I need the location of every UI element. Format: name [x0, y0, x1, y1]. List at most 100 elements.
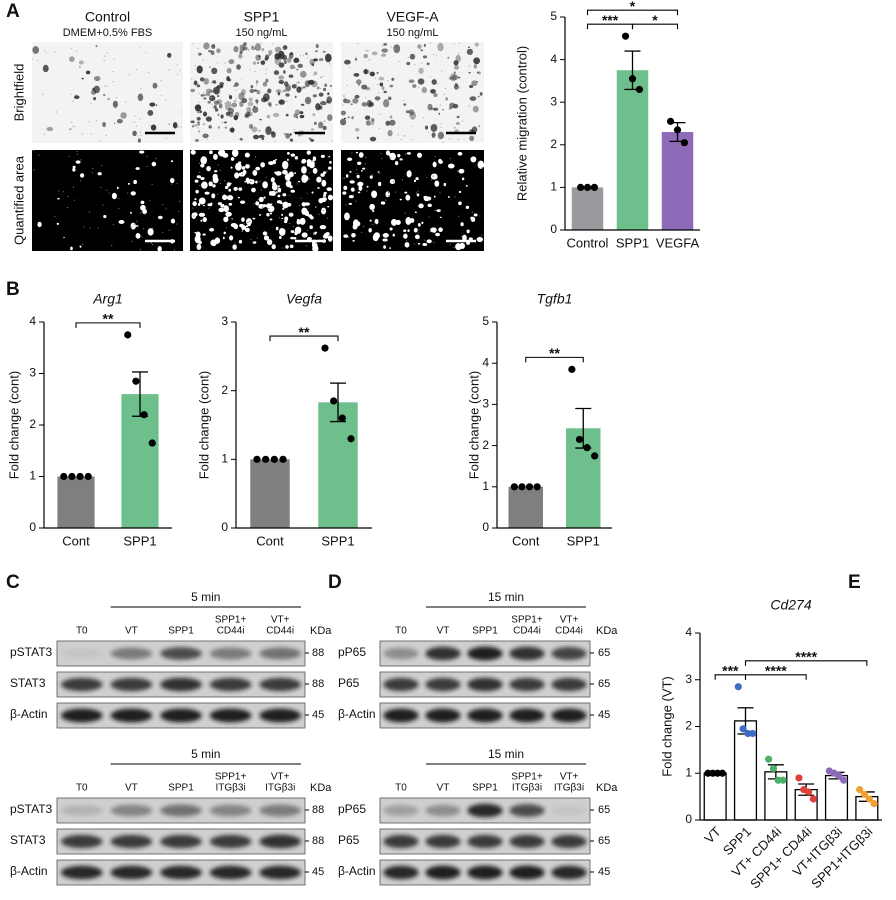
speck: [136, 220, 138, 222]
cell: [354, 58, 358, 61]
speck: [97, 75, 99, 77]
data-point: [60, 472, 68, 481]
cell: [254, 43, 261, 52]
cell: [427, 203, 432, 208]
cell: [477, 95, 480, 98]
speck: [302, 54, 305, 56]
lane-label: SPP1+: [215, 772, 247, 783]
cell: [208, 125, 212, 129]
cell: [263, 196, 266, 199]
lane-label: CD44i: [555, 626, 583, 637]
x-tick-label: SPP1: [123, 533, 156, 548]
speck: [54, 215, 56, 218]
speck: [341, 177, 344, 179]
speck: [193, 215, 195, 217]
cell: [299, 111, 304, 115]
protein-label: STAT3: [10, 676, 46, 690]
cell: [366, 185, 369, 188]
cell: [198, 212, 206, 217]
band: [209, 865, 252, 880]
cell: [308, 137, 312, 140]
cell: [323, 171, 327, 175]
speck: [434, 209, 436, 212]
speck: [179, 69, 181, 72]
cell: [381, 48, 389, 53]
speck: [315, 242, 317, 244]
row-label: Quantified area: [11, 155, 26, 245]
speck: [403, 99, 405, 102]
cell: [214, 108, 219, 112]
speck: [141, 236, 143, 238]
cell: [422, 242, 428, 247]
cell: [456, 115, 460, 119]
band: [160, 865, 202, 880]
speck: [217, 193, 219, 195]
cell: [251, 45, 254, 48]
cell: [285, 133, 291, 139]
speck: [257, 198, 259, 200]
y-tick-label: 3: [685, 672, 692, 686]
y-axis-label: Fold change (cont): [196, 371, 211, 479]
data-point: [148, 439, 156, 447]
cell: [225, 211, 232, 217]
cell: [208, 65, 212, 69]
protein-label: pP65: [338, 802, 366, 816]
cell: [455, 121, 460, 126]
speck: [411, 125, 413, 127]
cell: [218, 207, 225, 213]
cell: [299, 70, 307, 78]
cell: [241, 98, 248, 104]
y-tick-label: 0: [482, 520, 489, 534]
speck: [249, 69, 251, 71]
band: [160, 677, 202, 692]
speck: [216, 62, 219, 64]
y-tick-label: 5: [482, 314, 489, 328]
cell: [450, 73, 457, 82]
y-axis-label: Fold change (cont): [466, 371, 481, 479]
speck: [151, 227, 154, 229]
cell: [351, 116, 354, 120]
cell: [120, 112, 127, 119]
speck: [140, 134, 142, 137]
speck: [293, 129, 295, 131]
speck: [133, 223, 135, 225]
speck: [43, 50, 46, 52]
speck: [102, 204, 104, 206]
speck: [387, 195, 390, 197]
speck: [457, 138, 459, 141]
significance-bracket: [631, 23, 679, 30]
data-point: [533, 483, 541, 491]
speck: [458, 53, 460, 55]
cell: [318, 92, 324, 97]
cell: [473, 64, 478, 69]
cell: [408, 79, 415, 84]
cell: [327, 206, 330, 208]
cell: [458, 168, 465, 174]
cell: [72, 167, 76, 172]
cell: [70, 246, 73, 251]
speck: [151, 183, 153, 186]
speck: [390, 157, 392, 159]
cell: [381, 53, 387, 57]
cell: [297, 134, 301, 137]
cell: [453, 84, 459, 90]
speck: [131, 240, 133, 242]
cell: [200, 163, 205, 168]
cell: [217, 126, 220, 129]
cell: [420, 49, 424, 52]
cell: [224, 126, 228, 129]
cell: [453, 71, 456, 74]
speck: [366, 190, 368, 192]
cell: [389, 115, 393, 119]
cell: [313, 59, 316, 62]
cell: [46, 126, 54, 132]
speck: [356, 168, 358, 171]
speck: [193, 149, 196, 152]
cell: [344, 212, 350, 221]
speck: [346, 84, 348, 87]
cell: [426, 239, 432, 244]
speck: [471, 211, 473, 213]
speck: [430, 42, 432, 44]
cell: [476, 236, 483, 242]
cell: [229, 235, 234, 241]
